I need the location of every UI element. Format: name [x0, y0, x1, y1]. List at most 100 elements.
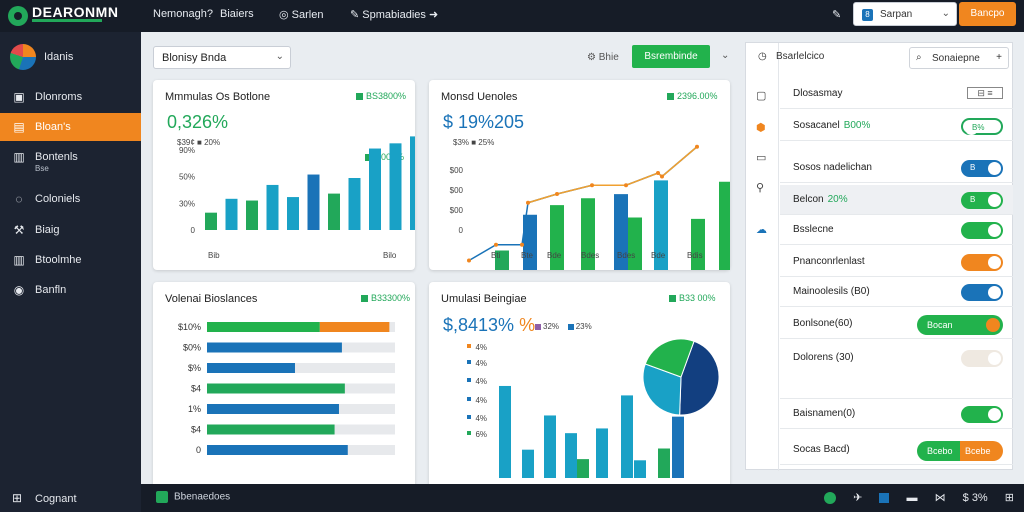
x-tick-label: Bilo [383, 251, 397, 260]
panel-search-input[interactable]: ⌕ Sonaiepne + [909, 47, 1009, 69]
kpi-value: 0,326% [167, 112, 229, 132]
status-icon [156, 491, 168, 503]
chart-legend: $39¢ ■ 20% [177, 138, 221, 147]
bar [495, 250, 509, 270]
toggle-text: B [970, 195, 976, 204]
link-icon[interactable]: ⚲ [756, 182, 765, 194]
setting-toggle[interactable]: B [961, 192, 1003, 209]
sidebar-item-palette[interactable]: ◌ Coloniels [0, 185, 141, 213]
bar [523, 214, 537, 270]
setting-row[interactable]: Mainoolesils (B0) [780, 277, 1013, 307]
setting-row[interactable]: Dolorens (30) [780, 343, 1013, 399]
sidebar-footer[interactable]: ⊞ Cognant [0, 484, 141, 512]
card-title: Mmmulas Os Botlone [165, 91, 271, 103]
setting-toggle[interactable] [961, 406, 1003, 423]
sidebar-item-globe[interactable]: ◉ Banfln [13, 283, 67, 297]
bar [621, 395, 633, 478]
view-dropdown[interactable]: Blonisy Bnda ⌄ [153, 46, 291, 69]
view-dropdown-value: Blonisy Bnda [162, 52, 227, 64]
bar [654, 180, 668, 270]
y-tick-label: $0% [183, 343, 201, 353]
card-title: Umulasi Beingiae [441, 293, 527, 305]
y-tick-label: 4% [475, 396, 487, 405]
bar-pie-chart: 4%4%4%4%4%6%BanBaleBdeBdeBdeBdeBdis [467, 338, 720, 492]
chart-card-1: Mmmulas Os Botlone BS3800% 0,326% $39¢ ■… [153, 80, 415, 270]
nav-item-2[interactable]: Biaiers [220, 8, 254, 20]
setting-row[interactable]: Pnanconrlenlast [780, 247, 1013, 277]
setting-toggle[interactable]: Bocan [917, 315, 1003, 335]
nav-item-4[interactable]: ✎ Spmabiadies ➜ [350, 9, 439, 21]
setting-toggle[interactable] [961, 284, 1003, 301]
nav-item-3[interactable]: ◎ Sarlen [279, 9, 324, 21]
toggle-text: B% [972, 123, 985, 132]
bar [369, 148, 381, 230]
terminal-icon[interactable]: ▭ [756, 152, 767, 164]
status-text: Bbenaedoes [156, 491, 230, 503]
logo-underline [32, 19, 102, 22]
panel-title: Bsarlelcico [776, 51, 825, 62]
edit-icon[interactable]: ✎ [832, 9, 842, 21]
y-tick-label: 4% [475, 414, 487, 423]
setting-row[interactable]: Bsslecne [780, 215, 1013, 245]
panel-icon: ◷ [758, 51, 767, 62]
setting-toggle[interactable]: B% [961, 118, 1003, 135]
monitor-icon[interactable]: ▬ [906, 492, 918, 504]
bar [266, 184, 279, 230]
action-button[interactable]: Bancpo [959, 2, 1016, 26]
pill-text: Bcebe [965, 446, 991, 456]
grid-icon[interactable]: ⊞ [1004, 492, 1014, 504]
x-tick-label: Bti [491, 251, 501, 260]
setting-row[interactable]: Baisnamen(0) [780, 399, 1013, 429]
bar [207, 445, 348, 455]
sidebar-item-active[interactable]: ▤ Bloan's [0, 113, 141, 141]
setting-toggle[interactable] [961, 254, 1003, 271]
line-point [590, 183, 594, 188]
online-icon[interactable] [824, 492, 837, 505]
sidebar: Idanis ▣ Dlonroms ▤ Bloan's ▥ Bontenls Bse ◌… [0, 32, 141, 484]
x-tick-label: Bdes [617, 251, 635, 260]
y-tick-label: $10% [178, 322, 201, 332]
setting-row[interactable]: Sosacanel B00% B% [780, 111, 1013, 141]
setting-row[interactable]: Dlosasmay ⊟ ≡ [780, 79, 1013, 109]
setting-toggle[interactable]: B [961, 160, 1003, 177]
y-tick-label: $00 [450, 166, 464, 175]
setting-label: Mainoolesils (B0) [793, 286, 870, 297]
kpi-value: $,8413% % [443, 315, 536, 335]
toggle-knob [988, 194, 1001, 207]
chevron-down-icon[interactable]: ⌄ [721, 50, 730, 61]
square-icon[interactable] [879, 493, 890, 504]
setting-row[interactable]: Bonlsone(60) Bocan [780, 309, 1013, 339]
hexagon-icon[interactable]: ⬢ [756, 122, 766, 134]
sidebar-item-columns[interactable]: ▥ Btoolmhe [13, 253, 82, 267]
user-profile[interactable]: Idanis [10, 44, 134, 72]
setting-row[interactable]: Socas Bacd) Bcebo Bcebe [780, 435, 1013, 465]
cloud-icon[interactable]: ☁ [756, 224, 767, 236]
x-tick-label: Bde [651, 251, 666, 260]
settings-panel: ▢ ⬢ ▭ ⚲ ☁ ◷ Bsarlelcico ⌕ Sonaiepne + Dl… [745, 42, 1013, 471]
sidebar-item-dashboard[interactable]: ▣ Dlonroms [13, 90, 83, 104]
nav-item-1[interactable]: Nemonagh? [153, 8, 213, 20]
primary-button[interactable]: Bsrembinde [632, 45, 710, 68]
search-dropdown[interactable]: 8 Sarpan ⌄ [853, 2, 957, 26]
line-point [695, 144, 699, 149]
app-logo[interactable]: DEARONMN [8, 4, 128, 26]
sidebar-item-tools[interactable]: ⚒ Biaig [13, 223, 60, 237]
sidebar-item-stats[interactable]: ▥ Bontenls Bse [13, 150, 78, 173]
options-link[interactable]: ⚙ Bhie [587, 52, 619, 63]
bar [499, 385, 511, 478]
setting-row[interactable]: Sosos nadelichan B [780, 153, 1013, 183]
pie-slice [644, 338, 695, 378]
globe-icon: ◉ [13, 283, 25, 297]
plane-icon[interactable]: ✈ [853, 492, 863, 504]
legend-dot [467, 344, 471, 348]
horizontal-bar-chart: $10% $0% $% $4 1% $4 0 [178, 322, 395, 455]
setting-toggle[interactable] [961, 222, 1003, 239]
bar [628, 217, 642, 270]
setting-toggle[interactable]: Bcebo Bcebe [917, 441, 1003, 461]
setting-toggle[interactable]: ⊟ ≡ [967, 87, 1003, 99]
y-tick-label: $% [188, 363, 201, 373]
share-icon[interactable]: ⋈ [934, 492, 946, 504]
setting-row[interactable]: Belcon 20% B [780, 185, 1013, 215]
setting-toggle[interactable] [961, 350, 1003, 367]
page-icon[interactable]: ▢ [756, 90, 767, 102]
